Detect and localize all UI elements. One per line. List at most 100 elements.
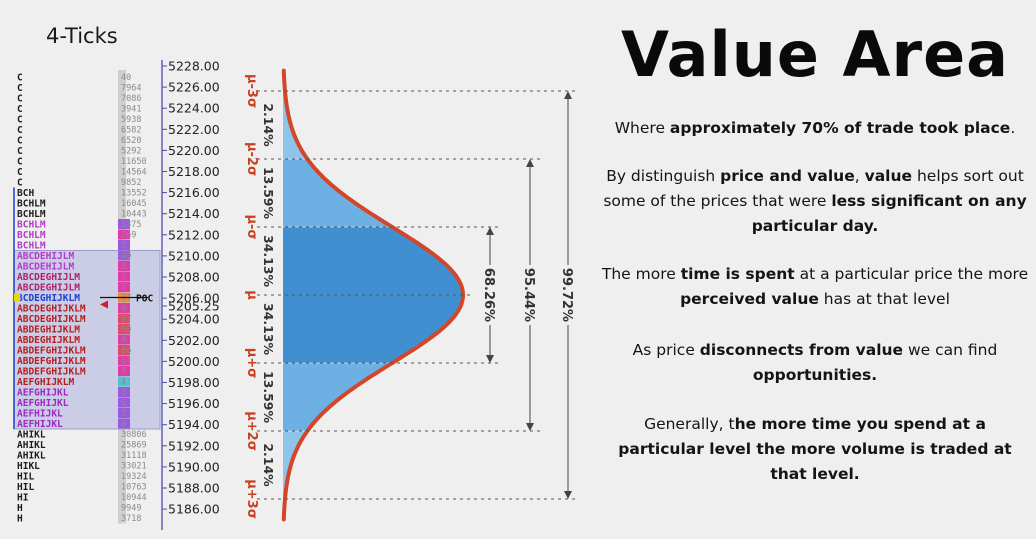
volume-value: 37 <box>121 294 131 304</box>
price-tick-label: 5196.00 <box>168 396 220 411</box>
tpo-row: C 9852 <box>17 178 141 189</box>
volume-value: 9852 <box>121 178 141 188</box>
arrow-down-icon <box>486 355 494 363</box>
sigma-label: μ-3σ <box>244 74 259 108</box>
tpo-row: BCHLM 269 <box>17 229 136 241</box>
tpo-letters: BCHLM <box>17 230 46 241</box>
price-tick-label: 5212.00 <box>168 227 220 242</box>
paragraph-1: Where approximately 70% of trade took pl… <box>600 116 1030 141</box>
band-percent-label: 2.14% <box>261 103 276 147</box>
price-tick-label: 5194.00 <box>168 417 220 432</box>
tpo-row: HIL 19324 <box>17 472 147 483</box>
text-phrase: we can find <box>903 341 998 359</box>
price-tick-label: 5208.00 <box>168 270 220 285</box>
volume-value: 90 <box>121 325 131 335</box>
tpo-row: C 7086 <box>17 94 141 105</box>
poc-arrow-icon <box>100 300 108 309</box>
paragraph-4: As price disconnects from value we can f… <box>600 338 1030 388</box>
volume-value: 3 <box>121 388 126 398</box>
sigma-label: μ+3σ <box>244 479 259 519</box>
tpo-letters: ABCDEHIJLM <box>17 251 74 262</box>
price-tick-label: 5202.00 <box>168 333 220 348</box>
tpo-row: AEFHIJKL 5 <box>17 408 130 420</box>
tpo-row: AEFGHIJKL 3 <box>17 387 130 399</box>
volume-bar <box>118 324 130 334</box>
band-percent-label: 2.14% <box>261 443 276 487</box>
bold-phrase: disconnects from value <box>699 341 904 359</box>
arrow-up-icon <box>486 227 494 235</box>
tpo-letters: H <box>17 503 23 514</box>
tpo-letters: BCH <box>17 188 34 199</box>
tpo-row: ABCDEGHIJKLM 87 <box>17 313 131 325</box>
tpo-row: C 11650 <box>17 157 147 168</box>
volume-value: 7 <box>121 283 126 293</box>
text-phrase: at a particular price the more <box>794 265 1029 283</box>
volume-value: 6 <box>121 399 126 409</box>
volume-bar <box>118 387 130 397</box>
price-tick-label: 5224.00 <box>168 101 220 116</box>
tpo-letters: HIL <box>17 482 34 493</box>
price-tick-label: 5218.00 <box>168 164 220 179</box>
volume-value: 86 <box>121 346 131 356</box>
volume-value: 5 <box>121 241 126 251</box>
tpo-row: ABCDEGHIJLM 7 <box>17 271 130 283</box>
volume-bar <box>118 355 130 366</box>
tpo-letters: HIL <box>17 472 34 483</box>
tpo-letters: C <box>17 73 23 84</box>
volume-bar <box>118 366 130 376</box>
paragraph-5: Generally, the more time you spend at a … <box>600 412 1030 487</box>
tpo-row: HIKL 33021 <box>17 461 147 472</box>
price-tick-label: 5186.00 <box>168 502 220 517</box>
tpo-row: BCHLM 16045 <box>17 199 147 210</box>
tpo-letters: HI <box>17 493 28 504</box>
tpo-row: C 14564 <box>17 167 147 178</box>
sigma-label: μ+σ <box>244 348 259 379</box>
volume-value: 4 <box>121 378 126 388</box>
price-tick-label: 5188.00 <box>168 481 220 496</box>
price-tick-label: 5214.00 <box>168 206 220 221</box>
text-phrase: . <box>1010 119 1016 137</box>
tpo-row: H 3718 <box>17 514 141 525</box>
tpo-letters: BCHLM <box>17 209 46 220</box>
bold-phrase: value <box>864 167 913 185</box>
volume-bar <box>118 282 130 292</box>
tpo-letters: BCHLM <box>17 199 46 210</box>
bold-phrase: perceived value <box>680 290 819 308</box>
tpo-row: C 6582 <box>17 125 141 136</box>
tpo-row: BCHLM 10443 <box>17 209 147 220</box>
volume-value: 5292 <box>121 147 141 157</box>
poc-label: POC <box>136 294 153 305</box>
tpo-letters: C <box>17 157 23 168</box>
tpo-letters: ABDEFGHIJKLM <box>17 346 86 357</box>
tpo-row: ABCDEGHIJKLM 4 <box>17 303 130 315</box>
tpo-letters: ABCDEGHIJKLM <box>17 304 86 315</box>
tpo-letters: AHIKL <box>17 451 46 462</box>
tpo-letters: AHIKL <box>17 430 46 441</box>
tpo-row: C 5292 <box>17 146 141 157</box>
tpo-letters: ABDEGHIJKLM <box>17 335 80 346</box>
tpo-letters: C <box>17 115 23 126</box>
tpo-row: ABDEGHIJKLM 4 <box>17 334 130 346</box>
volume-value: 10763 <box>121 483 147 493</box>
tpo-row: AHIKL 30806 <box>17 430 147 441</box>
price-tick-label: 5220.00 <box>168 143 220 158</box>
sigma-label: μ <box>244 290 259 300</box>
volume-value: 0 <box>121 420 126 430</box>
volume-value: 3375 <box>121 220 141 230</box>
volume-value: 16045 <box>121 199 147 209</box>
tpo-row: C 7964 <box>17 83 141 94</box>
volume-value: 31118 <box>121 451 147 461</box>
volume-bar <box>118 408 130 418</box>
arrow-down-icon <box>526 423 534 431</box>
normal-distribution-chart: μ-3σμ-2σμ-σμμ+σμ+2σμ+3σ2.14%13.59%34.13%… <box>244 68 578 522</box>
label-backdrop <box>483 265 497 325</box>
volume-value: 6582 <box>121 126 141 136</box>
volume-value: 4 <box>121 304 126 314</box>
tpo-row: ABDEFGHIJKLM 64 <box>17 355 131 367</box>
volume-value: 3718 <box>121 514 141 524</box>
volume-bar <box>118 303 130 313</box>
tpo-letters: C <box>17 146 23 157</box>
range-percent-label: 99.72% <box>559 268 574 322</box>
tpo-row: AEFGHIJKL 6 <box>17 397 130 409</box>
